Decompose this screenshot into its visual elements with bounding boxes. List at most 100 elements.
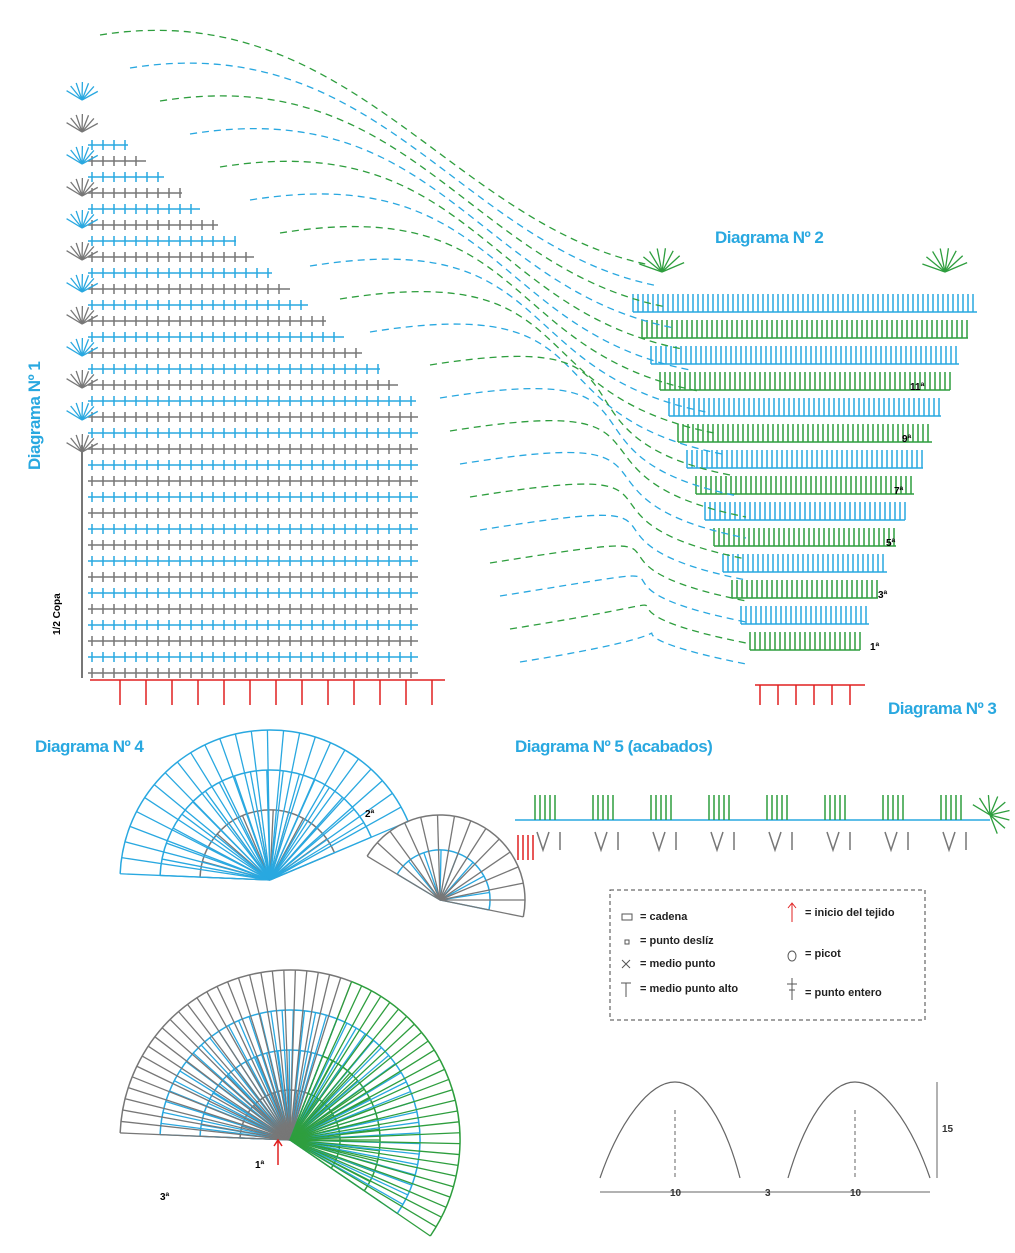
- fan-stitch: [376, 842, 441, 901]
- fan-stitch: [978, 797, 991, 816]
- stitch-row: [88, 524, 418, 534]
- fan-stitch: [81, 438, 95, 453]
- fan-stitch: [75, 370, 83, 389]
- fan-stitch: [248, 974, 291, 1141]
- connector: [519, 632, 747, 665]
- fan-stitch: [269, 768, 372, 881]
- start-arrow: [273, 1138, 283, 1165]
- fan-stitch: [81, 282, 99, 293]
- d4-row-label: 2ª: [365, 809, 375, 820]
- fan-stitch: [269, 787, 330, 881]
- legend-label: = inicio del tejido: [805, 907, 895, 919]
- fan-stitch: [289, 1049, 435, 1141]
- legend-label: = medio punto: [640, 958, 716, 970]
- fan-stitch: [75, 146, 83, 165]
- fan-stitch: [289, 1012, 317, 1141]
- fan-stitch: [289, 1139, 431, 1237]
- fan-stitch: [237, 977, 291, 1141]
- fan-stitch: [81, 82, 90, 101]
- d2-row-label: 1ª: [870, 642, 880, 653]
- d4-arc-line: [351, 980, 461, 1237]
- connector: [189, 128, 675, 329]
- fan-stitch: [439, 820, 472, 901]
- d4-row-label: 3ª: [160, 1192, 170, 1203]
- fan-stitch: [144, 797, 271, 881]
- legend-label: = cadena: [640, 911, 688, 923]
- fan-stitch: [66, 378, 83, 389]
- fan-stitch: [436, 815, 441, 901]
- fan-stitch: [81, 90, 99, 101]
- connector: [499, 575, 747, 623]
- fan-stitch: [70, 85, 83, 101]
- fan-stitch: [289, 1139, 442, 1218]
- connector: [249, 193, 691, 371]
- stitch-row: [88, 412, 418, 422]
- fan-stitch: [944, 255, 964, 273]
- fan-stitch: [922, 263, 946, 273]
- fan-stitch: [81, 442, 99, 453]
- connector: [429, 355, 731, 476]
- d2-row: [677, 424, 932, 443]
- fan: [66, 401, 99, 421]
- fan-stitch: [70, 437, 83, 453]
- d2-row: [650, 346, 959, 365]
- dimension-label: 3: [765, 1188, 771, 1199]
- fan-stitch: [249, 771, 271, 881]
- stitch-row: [88, 460, 418, 470]
- fan-stitch: [70, 341, 83, 357]
- d4-arc: [120, 730, 409, 881]
- fan-stitch: [81, 154, 99, 165]
- fan-stitch: [420, 817, 441, 901]
- fan-stitch: [70, 181, 83, 197]
- fan: [66, 305, 99, 325]
- fan: [922, 248, 968, 273]
- stitch-row: [88, 316, 326, 326]
- stitch-row: [88, 300, 308, 310]
- fan-stitch: [120, 1120, 291, 1141]
- fan-stitch: [289, 977, 342, 1141]
- stitch-row: [88, 636, 418, 646]
- d2-row: [740, 606, 869, 625]
- fan-stitch: [283, 970, 291, 1141]
- fan-stitch: [81, 210, 90, 229]
- fan-stitch: [66, 90, 83, 101]
- fan-stitch: [289, 1068, 445, 1141]
- fan-stitch: [81, 370, 90, 389]
- diagram-5-title: Diagrama Nº 5 (acabados): [515, 737, 712, 756]
- d2-row-label: 11ª: [910, 382, 925, 393]
- fan-stitch: [66, 154, 83, 165]
- d4-arc: [289, 981, 460, 1237]
- fan-stitch: [75, 434, 83, 453]
- d2-row: [731, 580, 878, 599]
- fan-stitch: [289, 1002, 391, 1141]
- fan-stitch: [234, 733, 271, 881]
- d2-row: [632, 294, 977, 313]
- stitch: [652, 831, 677, 853]
- fan-stitch: [972, 804, 991, 816]
- fan: [66, 337, 99, 357]
- fan-stitch: [66, 282, 83, 293]
- cup-outline: [787, 1081, 931, 1179]
- d5-row: [515, 795, 990, 853]
- legend-label: = punto deslíz: [640, 935, 714, 947]
- fan-stitch: [70, 213, 83, 229]
- fan-stitch: [66, 442, 83, 453]
- d4-arc-line: [119, 969, 352, 1133]
- fan-stitch: [269, 758, 359, 881]
- fan-stitch: [289, 1023, 415, 1141]
- fan-stitch: [238, 1020, 291, 1141]
- fan-stitch: [989, 796, 999, 816]
- fan-stitch: [66, 250, 83, 261]
- cup-outline: [599, 1081, 741, 1179]
- fan-stitch: [661, 248, 667, 273]
- fan-stitch: [81, 246, 95, 261]
- fan-stitch: [289, 1139, 454, 1188]
- fan-stitch: [141, 1055, 291, 1141]
- fan-stitch: [81, 310, 95, 325]
- stitch-row: [88, 668, 418, 678]
- fan-stitch: [289, 974, 331, 1141]
- fan-stitch: [289, 1121, 460, 1141]
- fan-stitch: [81, 374, 95, 389]
- fan-stitch: [81, 406, 95, 421]
